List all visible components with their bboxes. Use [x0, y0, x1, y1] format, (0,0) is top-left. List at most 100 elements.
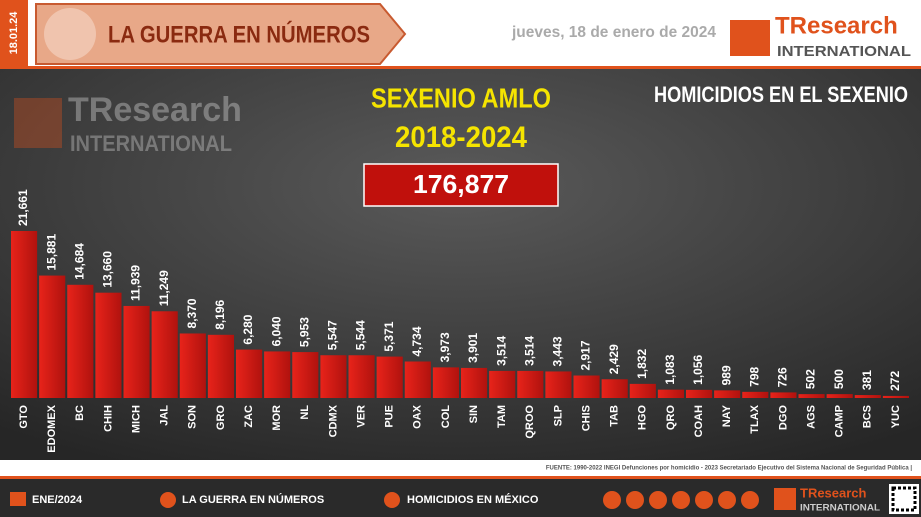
value-label: 2,429	[607, 344, 621, 374]
social-icons	[603, 491, 759, 509]
value-label: 989	[719, 365, 733, 385]
value-label: 5,371	[382, 321, 396, 351]
x-tick-label: CHIS	[580, 405, 592, 431]
social-icon[interactable]	[672, 491, 690, 509]
bar	[742, 391, 769, 398]
bar	[11, 231, 38, 398]
total: 176,877	[413, 169, 509, 199]
x-tick-label: SIN	[468, 405, 480, 423]
date-stamp: 18.01.24	[8, 11, 20, 55]
x-tick-label: MICH	[130, 405, 142, 433]
social-icon[interactable]	[649, 491, 667, 509]
bar	[151, 311, 178, 398]
bar	[320, 355, 347, 398]
logo: TResearch	[775, 12, 898, 39]
value-label: 6,040	[269, 316, 283, 346]
value-label: 798	[747, 367, 761, 387]
x-tick-label: NL	[299, 405, 311, 420]
value-label: 726	[776, 367, 790, 387]
qr-pattern	[891, 486, 917, 512]
value-label: 3,973	[438, 332, 452, 362]
value-label: 3,901	[466, 333, 480, 363]
x-tick-label: CHIH	[102, 405, 114, 432]
x-tick-label: ZAC	[243, 405, 255, 428]
bar	[348, 355, 375, 398]
value-label: 8,370	[185, 298, 199, 328]
value-label: 3,443	[551, 336, 565, 366]
calendar-icon	[10, 492, 26, 506]
x-tick-label: SLP	[552, 405, 564, 426]
x-tick-label: OAX	[412, 404, 424, 429]
header-title: LA GUERRA EN NÚMEROS	[108, 20, 370, 48]
footer-item: ENE/2024	[32, 494, 83, 506]
bar	[95, 292, 122, 398]
value-label: 11,249	[157, 270, 171, 306]
x-tick-label: GTO	[18, 405, 30, 429]
watermark-mark	[14, 98, 62, 148]
x-tick-label: MOR	[271, 405, 283, 431]
bar	[292, 352, 319, 398]
bar	[545, 371, 572, 398]
chart-period: 2018-2024	[395, 121, 527, 154]
value-label: 1,056	[691, 355, 705, 385]
value-label: 5,953	[297, 317, 311, 347]
watermark-sub: INTERNATIONAL	[70, 131, 232, 156]
x-tick-label: GRO	[215, 405, 227, 431]
bar	[826, 394, 853, 398]
watermark-logo: TResearch	[68, 91, 242, 129]
social-icon[interactable]	[741, 491, 759, 509]
social-icon[interactable]	[603, 491, 621, 509]
value-label: 502	[804, 369, 818, 389]
x-tick-label: TLAX	[749, 404, 761, 433]
social-icon[interactable]	[718, 491, 736, 509]
bar	[461, 367, 488, 398]
footer-logo-mark	[774, 488, 796, 510]
value-label: 15,881	[44, 234, 58, 271]
bar	[573, 375, 600, 398]
value-label: 5,547	[326, 320, 340, 350]
x-tick-label: DGO	[777, 405, 789, 431]
chat-icon	[384, 492, 400, 508]
total-box	[363, 163, 559, 207]
value-label: 2,917	[579, 340, 593, 370]
value-label: 3,514	[522, 336, 536, 366]
value-label: 11,939	[129, 265, 143, 301]
value-label: 5,544	[354, 320, 368, 350]
value-label: 14,684	[72, 243, 86, 280]
social-icon[interactable]	[695, 491, 713, 509]
bar	[489, 370, 516, 398]
social-icon[interactable]	[626, 491, 644, 509]
x-tick-label: BCS	[862, 405, 874, 428]
value-label: 1,083	[663, 354, 677, 384]
value-label: 6,280	[241, 314, 255, 344]
chart-heading: SEXENIO AMLO	[371, 82, 551, 113]
bar	[207, 334, 234, 398]
x-tick-label: COL	[440, 405, 452, 429]
x-tick-label: QRO	[665, 405, 677, 431]
x-tick-label: JAL	[159, 405, 171, 426]
bar	[686, 389, 713, 398]
footer-bg	[0, 479, 921, 517]
logo-sub: INTERNATIONAL	[777, 43, 911, 60]
bar	[854, 395, 881, 398]
value-label: 21,661	[16, 189, 30, 226]
footer-line	[0, 476, 921, 479]
source-bg	[0, 460, 921, 476]
x-tick-label: TAB	[609, 405, 621, 427]
footer-item: HOMICIDIOS EN MÉXICO	[407, 493, 539, 506]
bar	[601, 379, 628, 398]
bar	[770, 392, 797, 398]
footer-logo-sub: INTERNATIONAL	[800, 502, 881, 512]
x-tick-label: CDMX	[327, 404, 339, 437]
bar	[798, 394, 825, 398]
x-tick-label: HGO	[637, 405, 649, 431]
map-footer-icon	[160, 492, 176, 508]
value-label: 4,734	[410, 326, 424, 356]
chart-title: HOMICIDIOS EN EL SEXENIO	[654, 82, 908, 107]
value-label: 1,832	[635, 349, 649, 379]
bar	[882, 395, 909, 398]
footer-logo: TResearch	[800, 485, 867, 500]
x-tick-label: VER	[355, 405, 367, 428]
x-tick-label: QROO	[524, 405, 536, 439]
